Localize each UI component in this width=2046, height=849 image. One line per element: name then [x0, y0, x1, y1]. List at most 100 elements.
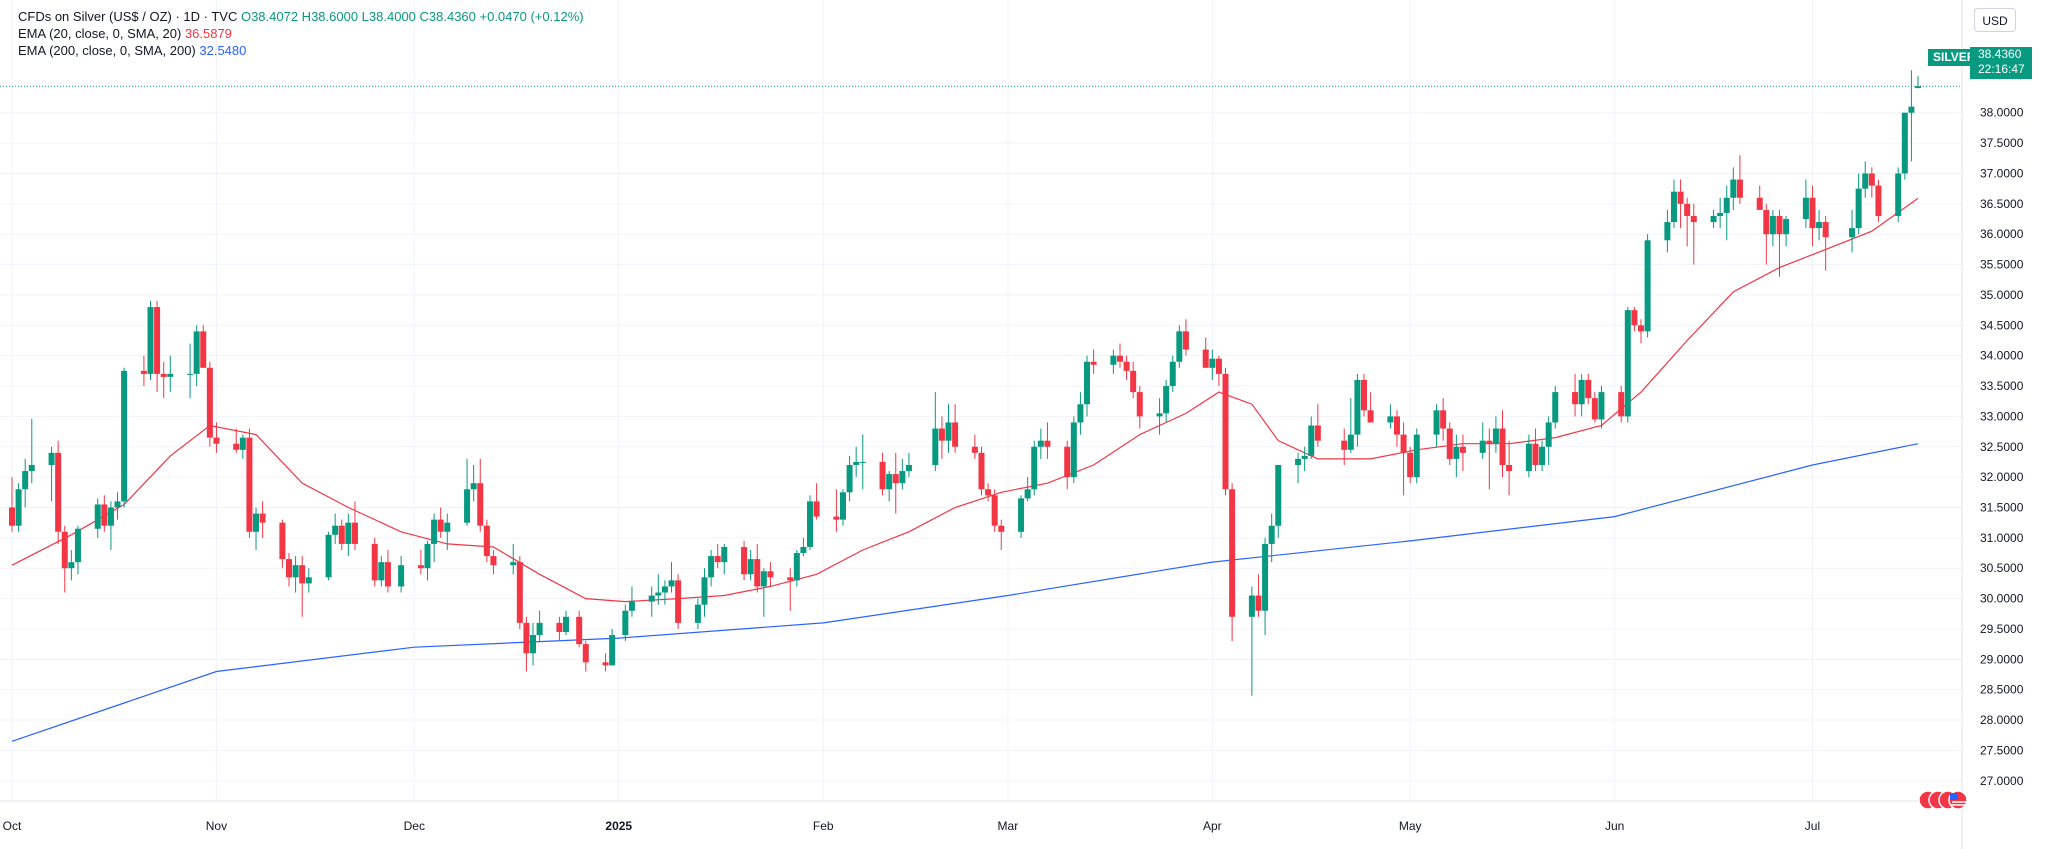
ema200-value: 32.5480 [199, 43, 247, 58]
candle-body [490, 556, 497, 566]
candle-body [1908, 106, 1915, 113]
time-axis[interactable]: Oct Nov Dec 2025 Feb Mar Apr May Jun Jul [0, 800, 1962, 833]
candle [1690, 203, 1697, 265]
candle [464, 458, 471, 526]
candle [279, 519, 286, 569]
candle-body [338, 525, 345, 544]
candle-body [1855, 188, 1862, 229]
price-tick-label: 27.5000 [1980, 743, 2024, 757]
candle-body [1169, 361, 1176, 387]
candle-body [1479, 440, 1486, 453]
candle-body [793, 553, 800, 581]
candle [1578, 373, 1585, 417]
candle [1479, 422, 1486, 459]
candle-body [576, 616, 583, 645]
candle-body [1723, 197, 1730, 213]
candle [1631, 307, 1638, 332]
candle-body [1044, 440, 1051, 447]
candle-body [114, 501, 121, 508]
candle [332, 513, 339, 544]
candle [1677, 179, 1684, 229]
candle [1532, 428, 1539, 472]
candle [1624, 307, 1631, 423]
candle-body [325, 534, 332, 578]
candle-body [1090, 361, 1097, 365]
candle-body [246, 437, 253, 532]
candle-body [741, 546, 748, 575]
candle [648, 586, 655, 617]
candle-body [1209, 358, 1216, 368]
candle-body [1156, 413, 1163, 417]
candle-body [332, 525, 339, 535]
candle-body [1037, 440, 1044, 447]
candle-body [206, 367, 213, 438]
candle-body [886, 474, 893, 490]
price-axis[interactable]: 27.0000 27.5000 28.0000 28.5000 29.0000 29.50… [1961, 0, 2024, 849]
candle [853, 446, 860, 478]
candle [114, 492, 121, 520]
candle-body [1024, 489, 1031, 499]
candle-body [701, 577, 708, 605]
candle-body [556, 622, 563, 632]
candle-body [628, 601, 635, 611]
candle [1044, 422, 1051, 459]
candle [1024, 477, 1031, 502]
candle-body [971, 446, 978, 453]
candle-body [1849, 228, 1856, 238]
candle-body [1915, 86, 1921, 89]
legend-symbol-row[interactable]: CFDs on Silver (US$ / OZ) · 1D · TVC O38… [18, 8, 584, 25]
candle-body [1868, 173, 1875, 186]
candle-body [160, 373, 167, 377]
candle [899, 458, 906, 490]
candle [1209, 349, 1216, 380]
candle [22, 458, 29, 508]
candle [978, 446, 985, 496]
candle [1136, 386, 1143, 429]
candle [154, 301, 161, 393]
candle [793, 550, 800, 587]
candle-body [648, 595, 655, 602]
candle-body [609, 635, 616, 666]
candle [1591, 392, 1598, 423]
candle-body [1539, 446, 1546, 465]
candle-body [1736, 179, 1743, 198]
candle-body [985, 489, 992, 496]
candle-body [1182, 331, 1189, 350]
candle-body [998, 525, 1005, 532]
candle-body [1624, 310, 1631, 417]
candle-body [424, 543, 431, 569]
candle [1090, 349, 1097, 374]
legend-ema200-row[interactable]: EMA (200, close, 0, SMA, 200) 32.5480 [18, 42, 584, 59]
candle-body [807, 501, 814, 547]
candle-body [22, 471, 29, 490]
candle [701, 568, 708, 617]
candle [1110, 349, 1117, 374]
candle [985, 483, 992, 502]
currency-button[interactable]: USD [1974, 8, 2016, 32]
candle [1816, 209, 1823, 241]
candle [424, 540, 431, 581]
candle [1730, 167, 1737, 210]
candle-body [1202, 349, 1209, 368]
candle [1769, 209, 1776, 247]
candle [338, 519, 345, 550]
candle [1255, 574, 1262, 617]
price-tick-label: 34.5000 [1980, 318, 2024, 332]
price-tick-label: 37.0000 [1980, 166, 2024, 180]
candle-body [1433, 410, 1440, 435]
legend-ema20-row[interactable]: EMA (20, close, 0, SMA, 20) 36.5879 [18, 25, 584, 42]
candle-body [1413, 434, 1420, 478]
candle-body [444, 522, 451, 532]
candle [444, 513, 451, 550]
candle-body [1532, 443, 1539, 465]
candle [859, 434, 866, 490]
candle-body [1901, 112, 1908, 174]
us-flag-icon[interactable] [1918, 790, 1970, 810]
candle-body [1578, 379, 1585, 405]
candle [1229, 483, 1236, 642]
candle-body [279, 522, 286, 560]
candle [576, 610, 583, 648]
price-tick-label: 33.5000 [1980, 379, 2024, 393]
candle [1644, 234, 1651, 338]
